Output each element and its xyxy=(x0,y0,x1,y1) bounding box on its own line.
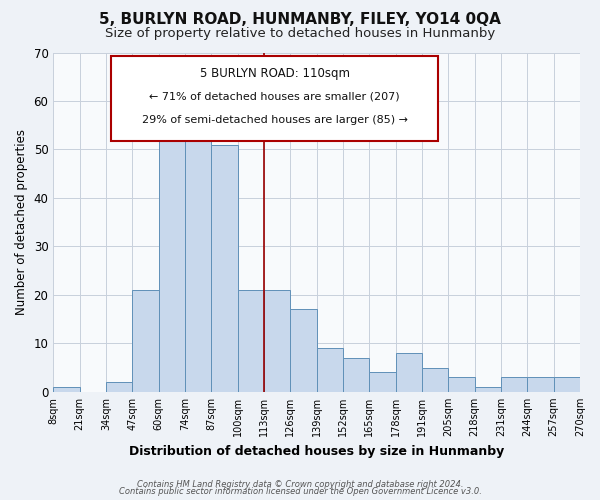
Text: Contains HM Land Registry data © Crown copyright and database right 2024.: Contains HM Land Registry data © Crown c… xyxy=(137,480,463,489)
Text: Contains public sector information licensed under the Open Government Licence v3: Contains public sector information licen… xyxy=(119,488,481,496)
Text: Size of property relative to detached houses in Hunmanby: Size of property relative to detached ho… xyxy=(105,28,495,40)
Text: 5, BURLYN ROAD, HUNMANBY, FILEY, YO14 0QA: 5, BURLYN ROAD, HUNMANBY, FILEY, YO14 0Q… xyxy=(99,12,501,28)
Text: 5 BURLYN ROAD: 110sqm: 5 BURLYN ROAD: 110sqm xyxy=(200,67,350,80)
Bar xyxy=(185,110,211,392)
Bar xyxy=(475,387,501,392)
Bar xyxy=(132,290,158,392)
Bar xyxy=(527,378,554,392)
Bar xyxy=(395,353,422,392)
Text: 29% of semi-detached houses are larger (85) →: 29% of semi-detached houses are larger (… xyxy=(142,115,407,125)
Bar xyxy=(238,290,264,392)
Bar xyxy=(422,368,448,392)
Bar xyxy=(554,378,580,392)
Bar xyxy=(370,372,395,392)
X-axis label: Distribution of detached houses by size in Hunmanby: Distribution of detached houses by size … xyxy=(129,444,504,458)
Bar xyxy=(211,144,238,392)
Bar xyxy=(501,378,527,392)
FancyBboxPatch shape xyxy=(111,56,438,140)
Bar xyxy=(343,358,370,392)
Y-axis label: Number of detached properties: Number of detached properties xyxy=(15,129,28,315)
Bar xyxy=(264,290,290,392)
Bar xyxy=(158,120,185,392)
Bar xyxy=(317,348,343,392)
Bar xyxy=(448,378,475,392)
Bar xyxy=(106,382,132,392)
Text: ← 71% of detached houses are smaller (207): ← 71% of detached houses are smaller (20… xyxy=(149,92,400,102)
Bar xyxy=(53,387,80,392)
Bar xyxy=(290,310,317,392)
